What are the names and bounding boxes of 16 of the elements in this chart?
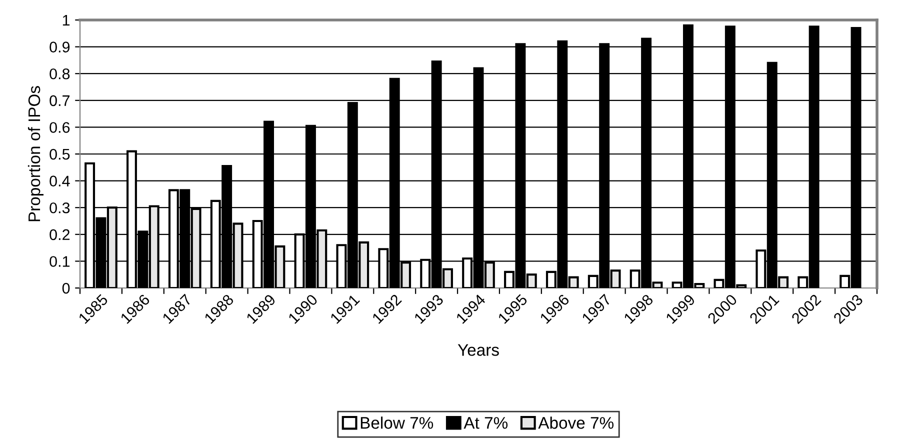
y-tick-label: 1 (62, 15, 70, 26)
legend-label: Below 7% (360, 416, 434, 429)
y-tick-label: 0.6 (50, 122, 70, 133)
y-tick-label: 0.2 (50, 229, 70, 240)
y-tick-label: 0.5 (50, 148, 70, 160)
legend-label: Above 7% (538, 416, 614, 429)
x-axis-title: Years (458, 344, 499, 356)
y-tick-label: 0.3 (50, 202, 70, 214)
y-tick-label: 0.9 (50, 42, 70, 52)
y-tick-label: 0.1 (50, 256, 70, 267)
y-tick-label: 0.8 (50, 68, 70, 80)
legend-label: At 7% (464, 417, 508, 429)
y-axis-title: Proportion of IPOs (28, 86, 44, 222)
y-tick-label: 0.7 (50, 95, 70, 106)
y-tick-label: 0.4 (50, 176, 70, 186)
y-tick-label: 0 (62, 282, 70, 294)
